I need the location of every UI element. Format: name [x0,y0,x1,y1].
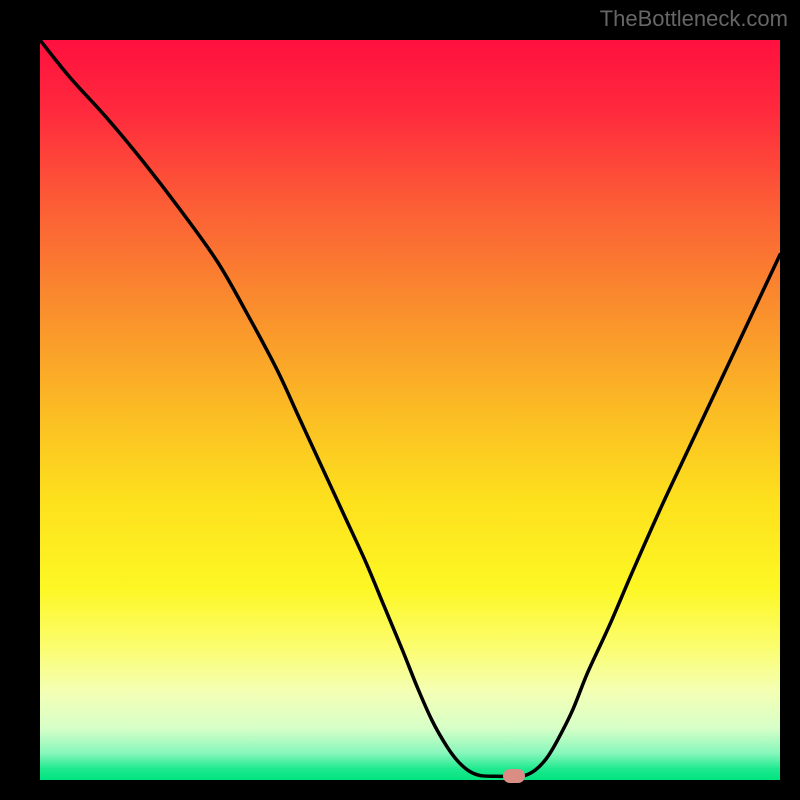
bottleneck-curve [40,40,780,780]
watermark-text: TheBottleneck.com [600,6,788,32]
plot-area [40,40,780,780]
optimum-marker [503,769,525,783]
